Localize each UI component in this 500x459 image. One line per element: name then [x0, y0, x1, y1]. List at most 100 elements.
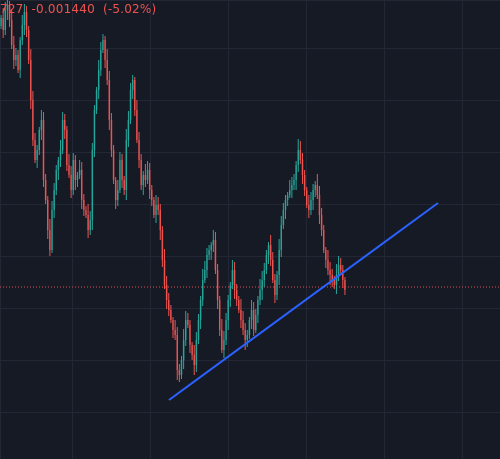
candle-body-85: [180, 360, 183, 375]
candle-body-120: [255, 315, 257, 330]
candle-body-26: [55, 170, 57, 190]
candle-body-46: [97, 70, 100, 90]
candle-body-19: [40, 120, 43, 130]
candle-body-140: [297, 150, 299, 165]
candle-body-136: [289, 190, 291, 195]
candle-body-47: [100, 50, 102, 70]
trendline-layer[interactable]: [168, 202, 439, 401]
candle-body-111: [235, 290, 238, 300]
legend-change-percent: (-5.02%): [102, 2, 157, 16]
candle-body-63: [134, 80, 136, 110]
candle-body-108: [229, 285, 232, 300]
candle-body-137: [291, 185, 293, 190]
candle-body-98: [208, 250, 210, 255]
candle-body-60: [127, 120, 130, 140]
candle-body-92: [195, 340, 198, 365]
candle-body-79: [168, 300, 170, 310]
candle-body-58: [123, 180, 125, 190]
candle-body-65: [138, 140, 140, 160]
candle-body-134: [284, 200, 287, 210]
candle-body-30: [63, 120, 66, 130]
candle-body-52: [110, 120, 113, 150]
candle-body-12: [25, 12, 28, 30]
candle-body-62: [131, 80, 134, 90]
candle-body-145: [308, 205, 310, 210]
candle-body-36: [76, 175, 79, 180]
candle-body-103: [218, 300, 221, 330]
candle-body-154: [327, 260, 329, 270]
candle-body-78: [165, 285, 168, 300]
candle-body-115: [244, 330, 246, 340]
candle-body-99: [210, 245, 212, 250]
candle-body-73: [155, 205, 157, 215]
candle-body-54: [114, 180, 117, 200]
candle-body-67: [142, 175, 145, 185]
candle-body-72: [153, 200, 155, 215]
candle-body-143: [303, 175, 306, 190]
candle-body-125: [265, 255, 268, 270]
candle-body-156: [331, 275, 333, 280]
candle-body-11: [23, 12, 26, 25]
candle-body-89: [189, 325, 191, 345]
candle-body-25: [53, 190, 55, 210]
candle-body-109: [231, 270, 234, 285]
candle-body-75: [159, 210, 162, 230]
candle-body-90: [191, 345, 193, 355]
candle-body-48: [102, 40, 104, 50]
candle-body-16: [34, 140, 36, 160]
candle-body-43: [91, 150, 94, 220]
candle-body-87: [184, 320, 187, 340]
candle-body-148: [314, 185, 316, 190]
candle-body-129: [274, 280, 276, 295]
candle-body-22: [47, 200, 49, 230]
candle-body-138: [293, 180, 295, 185]
candle-body-116: [246, 335, 249, 340]
candle-body-112: [238, 300, 240, 310]
candle-body-18: [38, 130, 41, 150]
support-trendline[interactable]: [168, 202, 439, 401]
candle-body-55: [117, 190, 119, 200]
candle-body-41: [87, 215, 89, 230]
candle-body-101: [214, 240, 217, 270]
candle-body-152: [322, 230, 325, 250]
candle-body-50: [106, 60, 108, 80]
candle-body-128: [272, 260, 274, 280]
candle-body-130: [276, 275, 278, 295]
candle-body-127: [269, 245, 272, 260]
candle-body-68: [144, 175, 147, 180]
candle-body-142: [301, 160, 304, 175]
candle-body-97: [206, 255, 208, 270]
candle-body-77: [163, 260, 166, 285]
candle-body-29: [61, 120, 64, 150]
candle-body-141: [299, 150, 302, 160]
legend-change-value: -0.001440: [31, 2, 95, 16]
candle-body-147: [312, 190, 314, 200]
candle-body-74: [157, 205, 159, 210]
candle-body-122: [259, 290, 261, 300]
candle-body-44: [93, 110, 96, 150]
candle-body-0: [0, 18, 2, 26]
candle-body-10: [21, 25, 24, 40]
candle-body-49: [104, 40, 106, 60]
candle-body-110: [233, 270, 236, 290]
candle-body-1: [2, 18, 4, 30]
candle-body-117: [248, 320, 251, 335]
candle-body-146: [310, 200, 312, 210]
candle-body-131: [278, 250, 280, 275]
candle-body-27: [57, 160, 60, 170]
candle-body-40: [85, 210, 87, 215]
candle-body-31: [66, 130, 68, 165]
candle-body-88: [187, 320, 189, 325]
candle-body-37: [78, 170, 81, 175]
candle-body-23: [49, 230, 51, 250]
candle-body-38: [80, 170, 83, 200]
candle-body-45: [95, 90, 98, 110]
candle-body-157: [333, 280, 336, 285]
candle-body-113: [240, 310, 242, 320]
candle-body-121: [257, 300, 259, 315]
candle-body-95: [201, 280, 204, 300]
candle-body-33: [70, 175, 72, 190]
